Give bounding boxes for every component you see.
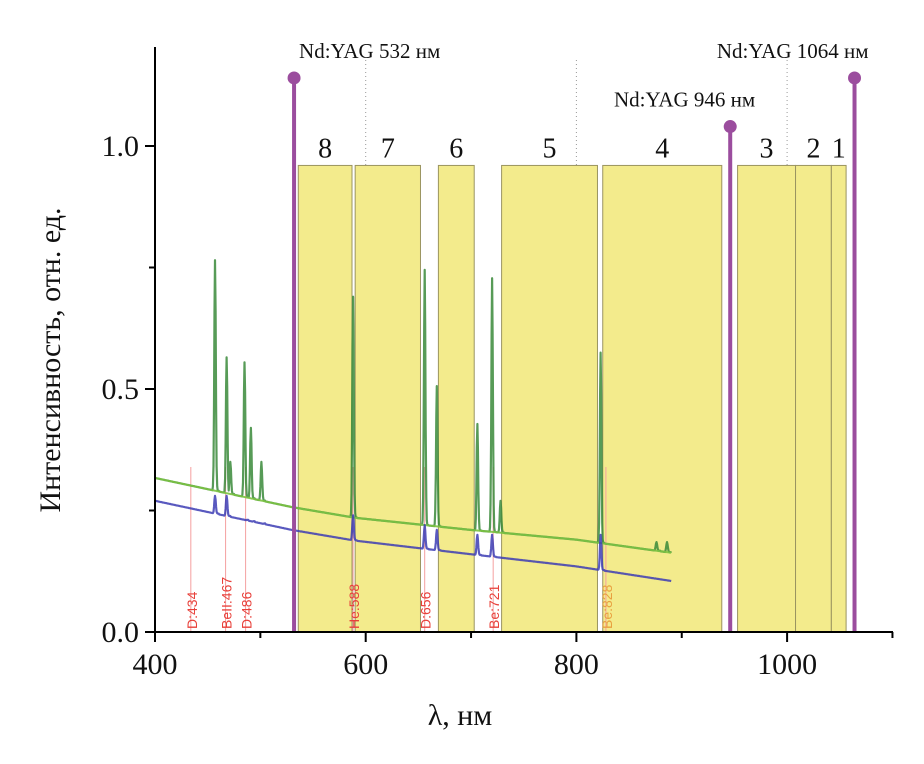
tick-labels: 400 600 800 1000 0.0 0.5 1.0 xyxy=(102,130,818,681)
y-tick-label: 0.5 xyxy=(102,373,140,406)
x-tick-label: 1000 xyxy=(757,648,817,681)
laser-label: Nd:YAG 946 нм xyxy=(614,88,755,112)
reference-label: Be:828 xyxy=(599,584,615,629)
y-tick-label: 0.0 xyxy=(102,616,140,649)
band-rect xyxy=(737,164,797,633)
series-spectrum-green-light-baseline xyxy=(154,476,672,554)
x-tick-label: 400 xyxy=(133,648,178,681)
laser-marker xyxy=(287,71,301,85)
x-axis-title: λ, нм xyxy=(428,699,493,732)
reference-label: D:434 xyxy=(184,591,200,629)
band-label: 8 xyxy=(318,133,332,164)
band-rect xyxy=(501,164,598,633)
x-tick-label: 800 xyxy=(554,648,599,681)
y-axis-title: Интенсивность, отн. ед. xyxy=(34,207,67,512)
band-rect xyxy=(354,164,421,633)
band-rect xyxy=(437,164,475,633)
reference-label: D:656 xyxy=(418,591,434,629)
axes xyxy=(145,47,894,642)
reference-label: D:486 xyxy=(239,591,255,629)
x-tick-label: 600 xyxy=(343,648,388,681)
reference-label: BeII:467 xyxy=(219,577,235,629)
y-tick-label: 1.0 xyxy=(102,130,140,163)
band-rect xyxy=(297,164,353,633)
reference-label: Be:721 xyxy=(486,584,502,629)
laser-label: Nd:YAG 532 нм xyxy=(299,39,440,63)
laser-marker xyxy=(723,120,737,134)
band-label: 1 xyxy=(832,133,846,164)
laser-marker xyxy=(848,71,862,85)
reference-label: He:588 xyxy=(346,584,362,629)
laser-label: Nd:YAG 1064 нм xyxy=(717,39,869,63)
band-label: 4 xyxy=(655,133,669,164)
band-rect xyxy=(602,164,723,633)
reference-lines: D:434 BeII:467 D:486 He:588 D:656 Be:721 Be:82… xyxy=(184,467,615,632)
band-label: 5 xyxy=(543,133,557,164)
band-label: 7 xyxy=(381,133,395,164)
laser-lines: Nd:YAG 532 нм Nd:YAG 946 нм Nd:YAG 1064 нм xyxy=(287,39,869,632)
band-rect xyxy=(795,164,832,633)
band-label: 3 xyxy=(760,133,774,164)
spectrum-series xyxy=(154,259,673,583)
band-rect xyxy=(830,164,847,633)
band-label: 2 xyxy=(806,133,820,164)
band-label: 6 xyxy=(449,133,463,164)
series-spectrum-blue xyxy=(154,494,672,583)
